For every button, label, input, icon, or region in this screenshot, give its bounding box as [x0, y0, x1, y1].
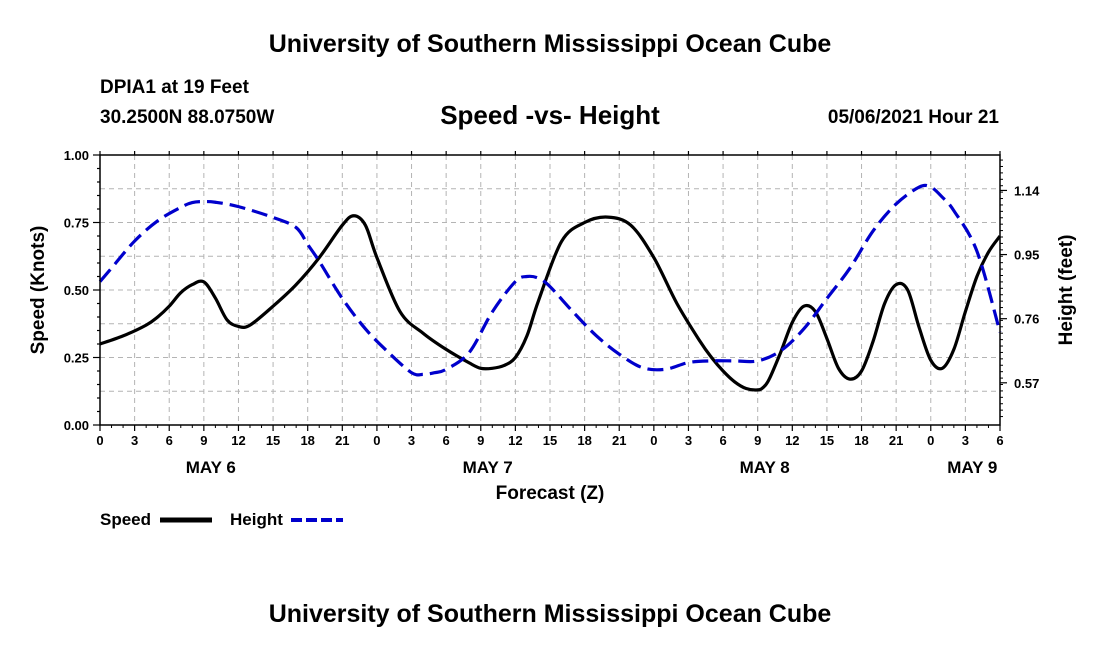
speed-series-line	[99, 214, 1002, 392]
x-tick-label: 6	[719, 433, 726, 448]
y2-axis-label: Height (feet)	[1056, 235, 1077, 346]
legend-label-height: Height	[230, 510, 283, 529]
y-tick-label: 0.25	[64, 351, 89, 366]
page-title: University of Southern Mississippi Ocean…	[268, 30, 832, 58]
y2-tick-label: 0.57	[1014, 376, 1039, 391]
x-tick-label: 9	[200, 433, 207, 448]
y-axis-label: Speed (Knots)	[28, 226, 49, 355]
coordinates-label: 30.2500N 88.0750W	[100, 107, 275, 128]
forecast-datetime: 05/06/2021 Hour 21	[827, 107, 999, 128]
x-tick-label: 0	[927, 433, 934, 448]
x-tick-label: 9	[477, 433, 484, 448]
station-label: DPIA1 at 19 Feet	[100, 77, 249, 98]
x-tick-label: 3	[962, 433, 969, 448]
y2-tick-label: 0.76	[1014, 312, 1039, 327]
x-tick-label: 15	[820, 433, 834, 448]
x-tick-label: 9	[754, 433, 761, 448]
x-tick-label: 3	[131, 433, 138, 448]
y2-tick-label: 0.95	[1014, 248, 1039, 263]
x-tick-label: 12	[508, 433, 522, 448]
axis-ticks: 0 3 6 9 12 15 18 21 0 3 6 9 12 15 18 21 0 3 6 9 12 15 18 21 0 3 6 0…	[64, 148, 1040, 477]
x-tick-label: 21	[335, 433, 349, 448]
x-tick-label: 15	[266, 433, 280, 448]
x-tick-label: 6	[443, 433, 450, 448]
series-lines	[98, 183, 1002, 392]
y-tick-label: 0.50	[64, 283, 89, 298]
y2-tick-label: 1.14	[1014, 183, 1040, 198]
grid	[100, 155, 1000, 425]
legend: Speed Height	[100, 510, 343, 529]
x-tick-label: 15	[543, 433, 557, 448]
x-tick-label: 18	[577, 433, 591, 448]
x-tick-label: 0	[373, 433, 380, 448]
x-tick-label: 12	[231, 433, 245, 448]
x-tick-label: 18	[854, 433, 868, 448]
x-tick-label: 6	[996, 433, 1003, 448]
day-label: MAY 7	[463, 458, 513, 477]
y-tick-label: 0.00	[64, 418, 89, 433]
x-tick-label: 0	[96, 433, 103, 448]
y-tick-label: 0.75	[64, 216, 89, 231]
x-tick-label: 21	[612, 433, 626, 448]
footer-title: University of Southern Mississippi Ocean…	[268, 600, 832, 628]
x-tick-label: 18	[300, 433, 314, 448]
legend-label-speed: Speed	[100, 510, 151, 529]
height-series-line	[98, 183, 1002, 377]
day-label: MAY 6	[186, 458, 236, 477]
x-tick-label: 3	[408, 433, 415, 448]
x-tick-label: 3	[685, 433, 692, 448]
x-axis-label: Forecast (Z)	[496, 483, 605, 504]
x-tick-label: 12	[785, 433, 799, 448]
x-tick-label: 6	[166, 433, 173, 448]
day-label: MAY 8	[740, 458, 790, 477]
chart-title: Speed -vs- Height	[440, 100, 660, 130]
y-tick-label: 1.00	[64, 148, 89, 163]
x-tick-label: 21	[889, 433, 903, 448]
x-tick-label: 0	[650, 433, 657, 448]
day-label: MAY 9	[947, 458, 997, 477]
